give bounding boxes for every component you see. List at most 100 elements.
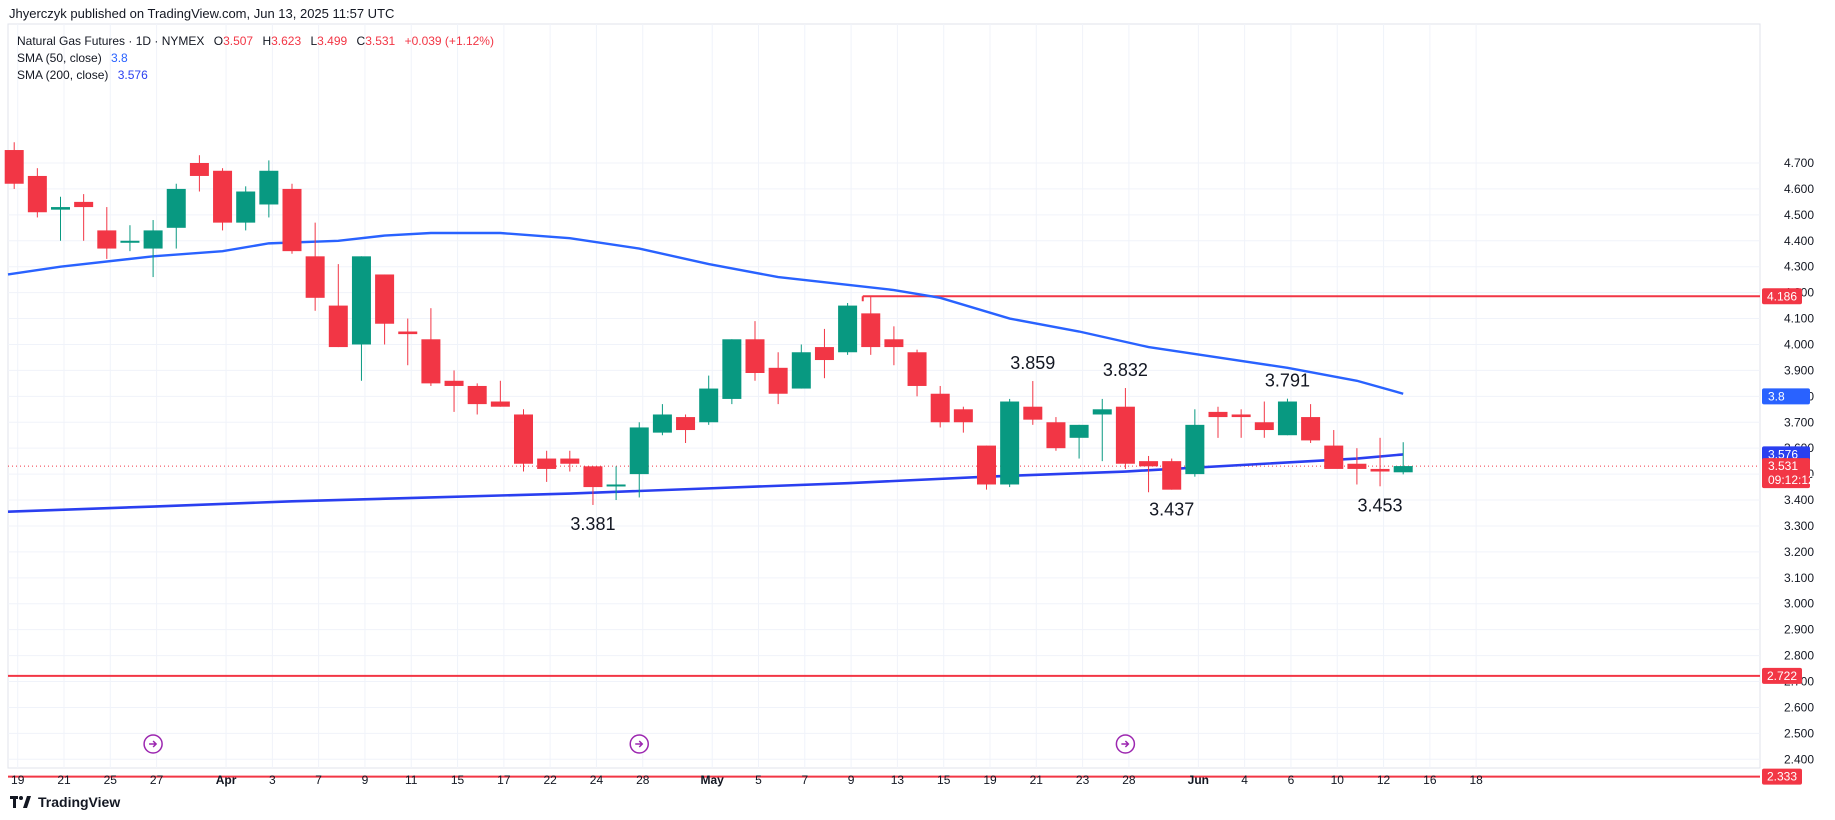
candle xyxy=(1046,417,1066,451)
candle-body xyxy=(884,339,904,348)
x-tick-label: 25 xyxy=(104,773,118,787)
candle-body xyxy=(560,458,580,464)
x-tick-label: 17 xyxy=(497,773,511,787)
candle xyxy=(907,349,927,397)
level-badge-label: 2.333 xyxy=(1767,770,1797,784)
x-tick-label: Apr xyxy=(216,773,237,787)
x-tick-label: 15 xyxy=(937,773,951,787)
candle xyxy=(213,168,233,231)
candle-body xyxy=(328,305,348,348)
candle-body xyxy=(259,170,279,205)
candle xyxy=(351,256,371,381)
candle-body xyxy=(514,414,533,464)
price-annotation: 3.381 xyxy=(570,514,615,534)
event-marker-icon[interactable] xyxy=(629,734,649,754)
candle xyxy=(259,160,279,218)
candle-body xyxy=(1393,466,1413,473)
event-marker-icon[interactable] xyxy=(1115,734,1136,754)
annotations: 3.381 3.859 3.832 3.437 3.791 3.453 xyxy=(570,353,1402,534)
candle xyxy=(1208,406,1228,438)
ohlc-value-h: 3.623 xyxy=(271,34,302,48)
x-tick-label: 7 xyxy=(801,773,808,787)
candle xyxy=(328,264,348,348)
x-tick-label: 15 xyxy=(451,773,465,787)
candle xyxy=(236,186,256,231)
candle xyxy=(375,274,395,345)
sma200-value: 3.576 xyxy=(117,68,148,82)
candle xyxy=(421,308,441,386)
candle-body xyxy=(1254,422,1274,431)
event-marker-icon[interactable] xyxy=(143,734,163,754)
candle xyxy=(4,142,24,189)
sma200-label: SMA (200, close) xyxy=(17,68,109,82)
candle-body xyxy=(490,401,510,407)
sma200-legend[interactable]: SMA (200, close) 3.576 xyxy=(17,68,148,82)
price-annotation: 3.437 xyxy=(1149,499,1194,519)
level-badge xyxy=(1762,768,1802,785)
brand-name: TradingView xyxy=(38,794,121,810)
candle-body xyxy=(4,150,24,184)
price-annotation: 3.832 xyxy=(1103,360,1148,380)
candle-body xyxy=(421,339,441,384)
candle xyxy=(51,196,70,241)
x-tick-label: 11 xyxy=(405,773,418,787)
event-markers[interactable] xyxy=(143,734,1136,754)
candle xyxy=(699,375,719,425)
x-tick-label: 19 xyxy=(983,773,997,787)
x-tick-label: 28 xyxy=(1122,773,1136,787)
level-badge xyxy=(1762,667,1802,684)
candle-body xyxy=(74,201,94,208)
x-tick-label: 13 xyxy=(891,773,905,787)
x-tick-label: 24 xyxy=(590,773,604,787)
candle-body xyxy=(27,175,47,213)
candle xyxy=(514,409,533,472)
candle-body xyxy=(1139,461,1159,467)
price-badge xyxy=(1762,458,1810,489)
y-tick-label: 4.100 xyxy=(1784,312,1814,326)
candle-body xyxy=(1115,406,1135,464)
candle xyxy=(1023,381,1043,425)
candle xyxy=(1185,409,1205,477)
candle-body xyxy=(1162,461,1182,490)
event-marker-arrow xyxy=(1121,740,1130,748)
candle-body xyxy=(1208,411,1228,418)
footer-brand[interactable]: TradingView xyxy=(10,794,120,810)
candle-body xyxy=(652,414,672,433)
price-annotation: 3.791 xyxy=(1265,371,1310,391)
y-tick-label: 4.500 xyxy=(1784,208,1814,222)
event-marker-arrow xyxy=(149,740,158,748)
x-tick-label: 6 xyxy=(1288,773,1295,787)
y-tick-label: 3.900 xyxy=(1784,363,1814,377)
level-badge xyxy=(1762,288,1802,305)
candle xyxy=(814,328,834,379)
candle xyxy=(1254,401,1274,438)
ohlc-key-h: H xyxy=(259,34,272,48)
change-value: +0.039 (+1.12%) xyxy=(404,34,494,48)
candle xyxy=(791,344,811,389)
candle xyxy=(305,222,325,311)
candle-body xyxy=(676,417,696,431)
candle-body xyxy=(583,466,603,488)
candle-body xyxy=(1023,406,1043,420)
price-annotation: 3.859 xyxy=(1010,353,1055,373)
x-tick-label: 10 xyxy=(1331,773,1345,787)
candle-body xyxy=(1277,401,1297,436)
price-annotation: 3.453 xyxy=(1358,495,1403,515)
ohlc-key-c: C xyxy=(353,34,366,48)
y-tick-label: 4.400 xyxy=(1784,234,1814,248)
y-tick-label: 2.800 xyxy=(1784,649,1814,663)
candle xyxy=(930,385,950,428)
candle xyxy=(1162,458,1182,490)
moving-averages xyxy=(7,231,1404,514)
y-tick-label: 4.000 xyxy=(1784,337,1814,351)
candle-body xyxy=(189,162,209,176)
level-badge-label: 2.722 xyxy=(1767,669,1797,683)
candle xyxy=(629,422,649,498)
price-badge-label: 3.531 xyxy=(1768,459,1798,473)
candle xyxy=(120,225,140,252)
candle xyxy=(1000,398,1020,488)
x-tick-label: 22 xyxy=(543,773,557,787)
symbol-name: Natural Gas Futures · 1D · NYMEX xyxy=(17,34,205,48)
sma50-legend[interactable]: SMA (50, close) 3.8 xyxy=(17,51,128,65)
